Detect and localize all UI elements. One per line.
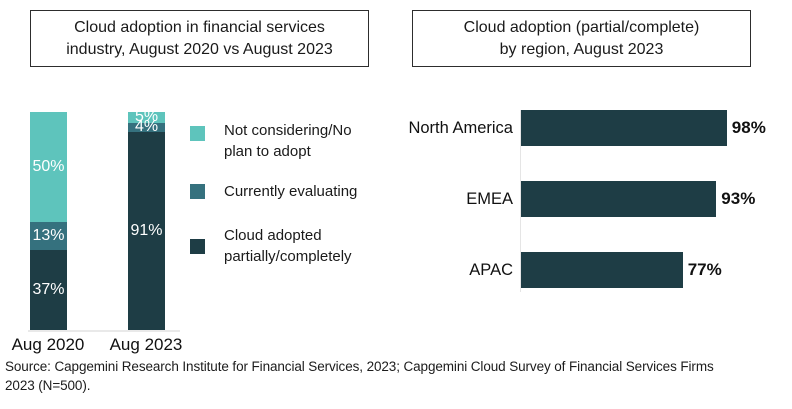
legend-swatch-dark-teal bbox=[190, 239, 205, 254]
source-note: Source: Capgemini Research Institute for… bbox=[5, 358, 789, 396]
region-bar bbox=[521, 181, 717, 217]
region-row-apac: APAC 77% bbox=[404, 252, 788, 288]
legend-label: Cloud adopted partially/completely bbox=[224, 227, 352, 265]
legend-swatch-medium-teal bbox=[190, 184, 205, 199]
segment-value-label: 91% bbox=[130, 222, 163, 240]
region-value: 98% bbox=[731, 118, 766, 137]
left-chart-title: Cloud adoption in financial services ind… bbox=[30, 10, 369, 67]
bar-segment: 13% bbox=[30, 221, 67, 250]
legend-item-not-considering: Not considering/No plan to adopt bbox=[190, 121, 374, 162]
bar-segment: 37% bbox=[30, 249, 67, 331]
bar-segment: 91% bbox=[128, 131, 165, 331]
stacked-bar-aug-2023: 5% 4% 91% bbox=[128, 108, 165, 331]
right-chart-title: Cloud adoption (partial/complete) by reg… bbox=[412, 10, 751, 67]
stacked-bar-aug-2020: 50% 13% 37% bbox=[30, 112, 67, 331]
region-bar bbox=[521, 252, 683, 288]
region-label: APAC bbox=[469, 260, 513, 279]
bar-segment: 4% bbox=[128, 118, 165, 135]
right-chart-title-line2: by region, August 2023 bbox=[499, 40, 664, 58]
bar-segment: 5% bbox=[128, 108, 165, 125]
x-axis-label-aug-2020: Aug 2020 bbox=[11, 335, 85, 354]
legend-item-cloud-adopted: Cloud adopted partially/completely bbox=[190, 226, 374, 267]
left-chart-title-line1: Cloud adoption in financial services bbox=[74, 19, 325, 37]
region-value: 93% bbox=[721, 189, 756, 208]
stacked-bar-chart: 50% 13% 37% 5% 4% 91% bbox=[30, 108, 165, 331]
x-axis-line bbox=[28, 330, 180, 332]
segment-value-label: 50% bbox=[32, 157, 65, 175]
segment-value-label: 5% bbox=[134, 108, 159, 126]
x-axis-label-aug-2023: Aug 2023 bbox=[109, 335, 183, 354]
region-label: North America bbox=[408, 118, 513, 137]
segment-value-label: 37% bbox=[32, 281, 65, 299]
region-value: 77% bbox=[687, 260, 722, 279]
region-chart-baseline bbox=[520, 110, 521, 292]
segment-value-label: 4% bbox=[134, 118, 159, 136]
region-row-north-america: North America 98% bbox=[404, 110, 788, 146]
bar-segment: 50% bbox=[30, 112, 67, 222]
legend-label: Currently evaluating bbox=[224, 183, 358, 200]
region-label: EMEA bbox=[466, 189, 513, 208]
region-bar bbox=[521, 110, 727, 146]
legend-label: Not considering/No plan to adopt bbox=[224, 122, 352, 160]
segment-value-label: 13% bbox=[32, 226, 65, 244]
source-note-line1: Source: Capgemini Research Institute for… bbox=[5, 359, 714, 374]
left-chart-title-line2: industry, August 2020 vs August 2023 bbox=[66, 40, 333, 58]
legend-item-currently-evaluating: Currently evaluating bbox=[190, 182, 357, 203]
right-chart-title-line1: Cloud adoption (partial/complete) bbox=[463, 19, 700, 37]
region-row-emea: EMEA 93% bbox=[404, 181, 788, 217]
source-note-line2: 2023 (N=500). bbox=[5, 377, 91, 393]
region-bar-chart: North America 98% EMEA 93% APAC 77% bbox=[404, 110, 788, 323]
legend-swatch-light-teal bbox=[190, 126, 205, 141]
